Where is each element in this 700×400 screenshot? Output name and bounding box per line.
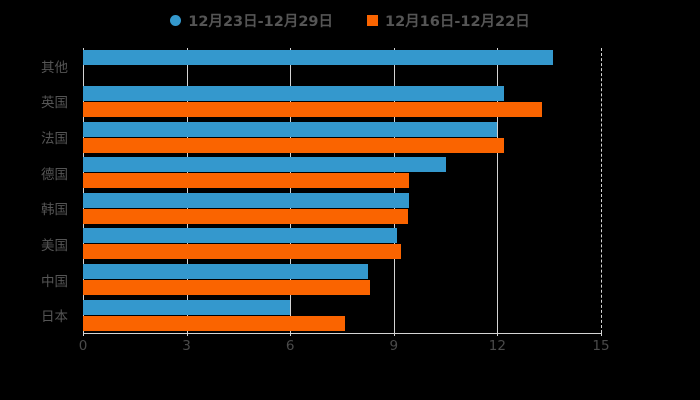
bar[interactable] [83,121,498,137]
x-tick-mark [393,331,395,336]
y-axis-labels: 其他英国法国德国韩国美国中国日本 [0,48,78,333]
gridline-15 [601,48,602,333]
x-tick-mark [186,331,188,336]
y-axis-label: 韩国 [41,202,68,219]
y-axis-label: 法国 [41,131,68,148]
legend-swatch-circle-icon [170,14,182,26]
x-tick-mark [601,331,602,336]
bar[interactable] [83,85,505,101]
x-axis-tick-labels: 0 3 6 9 12 15 [0,331,700,360]
bar-group [83,119,601,155]
bar-group [83,297,601,333]
x-tick-mark [497,331,499,336]
x-tick-label: 0 [78,338,88,354]
y-axis-label: 德国 [41,166,68,183]
y-axis-label: 日本 [41,309,68,326]
legend-label-series-1: 12月23日-12月29日 [188,13,333,30]
y-axis-label: 中国 [41,273,68,290]
x-tick-label: 3 [182,338,191,354]
bar-group [83,226,601,262]
bar-group [83,262,601,298]
x-tick-mark [83,331,84,336]
bar-group [83,84,601,120]
legend-label-series-2: 12月16日-12月22日 [385,13,530,30]
bar[interactable] [83,315,346,331]
y-axis-label: 其他 [41,59,68,76]
chart-legend: 12月23日-12月29日 12月16日-12月22日 [0,6,700,34]
x-tick-label: 12 [488,338,506,354]
bar-group [83,155,601,191]
legend-item-series-2[interactable]: 12月16日-12月22日 [367,10,530,31]
plot-area [83,48,602,333]
bar[interactable] [83,137,505,153]
bar[interactable] [83,50,553,66]
bar[interactable] [83,228,398,244]
legend-item-series-1[interactable]: 12月23日-12月29日 [170,10,333,31]
bar[interactable] [83,101,543,117]
bar[interactable] [83,244,401,260]
bar[interactable] [83,208,408,224]
legend-swatch-square-icon [367,14,378,26]
bar[interactable] [83,280,370,296]
x-axis-line [83,333,602,334]
y-axis-label: 美国 [41,237,68,254]
bar[interactable] [83,173,410,189]
bar[interactable] [83,299,291,315]
y-axis-label: 英国 [41,95,68,112]
x-tick-label: 15 [592,338,610,354]
bar[interactable] [83,192,410,208]
bar[interactable] [83,264,368,280]
x-tick-label: 6 [285,338,295,354]
x-tick-mark [290,331,292,336]
x-tick-label: 9 [389,338,399,354]
bar-group [83,48,601,84]
bar-groups [83,48,601,333]
bar-group [83,191,601,227]
bar[interactable] [83,157,446,173]
